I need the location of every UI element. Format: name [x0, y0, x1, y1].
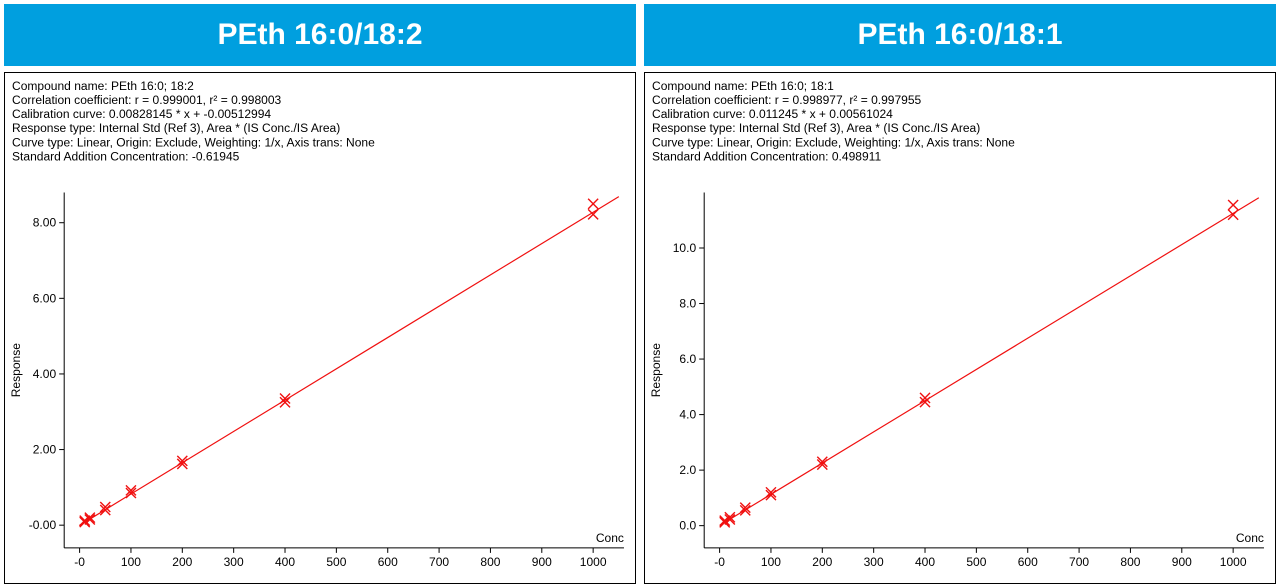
xtick-label: 200 — [172, 555, 192, 569]
ytick-label: 8.0 — [679, 297, 696, 311]
xtick-label: 800 — [480, 555, 500, 569]
xtick-label: 600 — [378, 555, 398, 569]
ytick-label: 0.0 — [679, 519, 696, 533]
ytick-label: 2.0 — [679, 463, 696, 477]
xtick-label: 1000 — [580, 555, 607, 569]
ytick-label: 4.0 — [679, 408, 696, 422]
info-line: Calibration curve: 0.00828145 * x + -0.0… — [12, 107, 271, 121]
chart-svg-left: Compound name: PEth 16:0; 18:2Correlatio… — [4, 72, 636, 584]
xtick-label: 400 — [915, 555, 935, 569]
calibration-line — [720, 198, 1259, 526]
panel-title-right: PEth 16:0/18:1 — [644, 4, 1276, 66]
xtick-label: 100 — [121, 555, 141, 569]
ytick-label: 6.00 — [33, 291, 57, 305]
ytick-label: 4.00 — [33, 367, 57, 381]
info-line: Compound name: PEth 16:0; 18:1 — [652, 79, 834, 93]
xtick-label: 300 — [224, 555, 244, 569]
xtick-label: 200 — [812, 555, 832, 569]
panel-title-left: PEth 16:0/18:2 — [4, 4, 636, 66]
x-axis-label: Conc — [596, 531, 624, 545]
xtick-label: -0 — [714, 555, 725, 569]
stage: PEth 16:0/18:2 Compound name: PEth 16:0;… — [0, 0, 1280, 588]
xtick-label: 700 — [1069, 555, 1089, 569]
info-line: Response type: Internal Std (Ref 3), Are… — [652, 121, 980, 135]
info-line: Standard Addition Concentration: -0.6194… — [12, 149, 240, 163]
xtick-label: 900 — [1172, 555, 1192, 569]
calibration-line — [79, 197, 619, 526]
xtick-label: 700 — [429, 555, 449, 569]
ytick-label: 2.00 — [33, 443, 57, 457]
chart-svg-right: Compound name: PEth 16:0; 18:1Correlatio… — [644, 72, 1276, 584]
xtick-label: 100 — [761, 555, 781, 569]
ytick-label: 8.00 — [33, 216, 57, 230]
xtick-label: 500 — [326, 555, 346, 569]
xtick-label: 500 — [966, 555, 986, 569]
ytick-label: 6.0 — [679, 352, 696, 366]
info-line: Compound name: PEth 16:0; 18:2 — [12, 79, 194, 93]
panel-left: PEth 16:0/18:2 Compound name: PEth 16:0;… — [4, 4, 636, 584]
info-line: Correlation coefficient: r = 0.998977, r… — [652, 93, 922, 107]
info-line: Curve type: Linear, Origin: Exclude, Wei… — [652, 135, 1015, 149]
chart-box-right: Compound name: PEth 16:0; 18:1Correlatio… — [644, 72, 1276, 584]
xtick-label: 1000 — [1220, 555, 1247, 569]
data-point — [1228, 200, 1238, 210]
info-line: Standard Addition Concentration: 0.49891… — [652, 149, 881, 163]
info-line: Curve type: Linear, Origin: Exclude, Wei… — [12, 135, 375, 149]
y-axis-label: Response — [9, 343, 23, 398]
panel-right: PEth 16:0/18:1 Compound name: PEth 16:0;… — [644, 4, 1276, 584]
ytick-label: -0.00 — [29, 518, 57, 532]
info-line: Calibration curve: 0.011245 * x + 0.0056… — [652, 107, 893, 121]
x-axis-label: Conc — [1236, 531, 1264, 545]
ytick-label: 10.0 — [673, 241, 697, 255]
panel-row: PEth 16:0/18:2 Compound name: PEth 16:0;… — [0, 0, 1280, 588]
y-axis-label: Response — [649, 343, 663, 398]
xtick-label: 900 — [532, 555, 552, 569]
data-point — [588, 199, 598, 209]
xtick-label: 600 — [1018, 555, 1038, 569]
chart-box-left: Compound name: PEth 16:0; 18:2Correlatio… — [4, 72, 636, 584]
xtick-label: 800 — [1120, 555, 1140, 569]
xtick-label: 400 — [275, 555, 295, 569]
xtick-label: -0 — [74, 555, 85, 569]
info-line: Response type: Internal Std (Ref 3), Are… — [12, 121, 340, 135]
data-point — [1228, 210, 1238, 220]
info-line: Correlation coefficient: r = 0.999001, r… — [12, 93, 282, 107]
xtick-label: 300 — [864, 555, 884, 569]
